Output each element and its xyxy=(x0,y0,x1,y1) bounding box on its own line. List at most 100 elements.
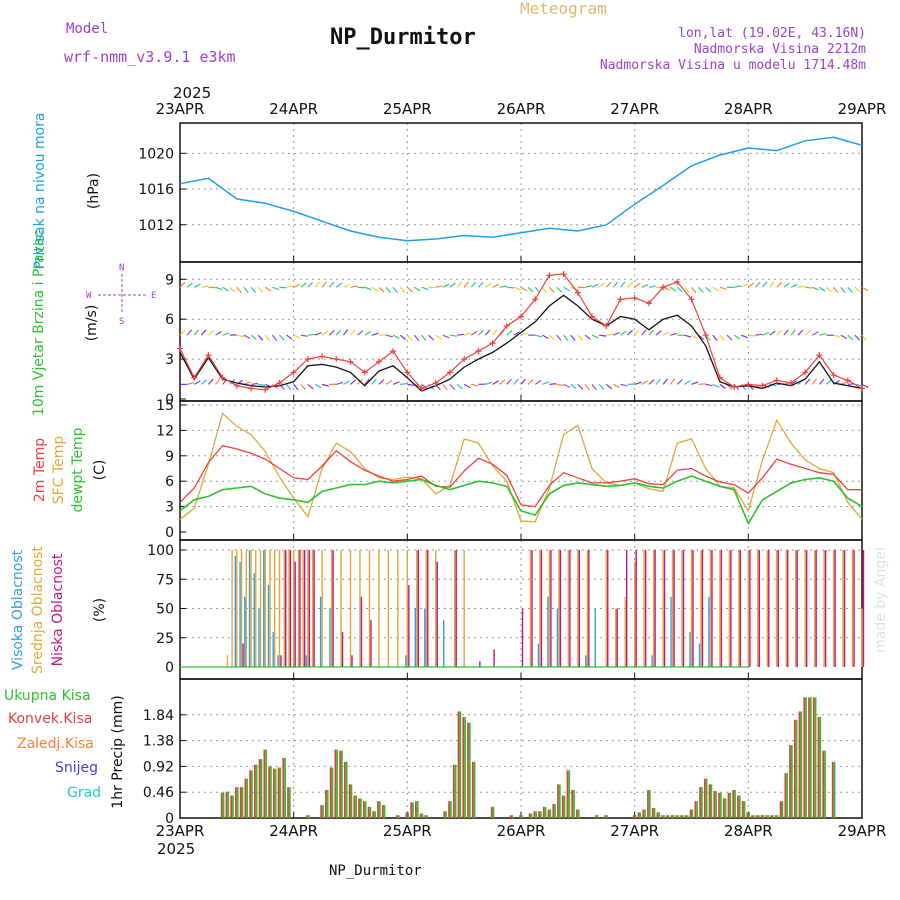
y-tick-label: 3 xyxy=(165,352,174,368)
precip-bar-conv xyxy=(405,812,408,818)
precip-bar-total xyxy=(539,811,542,818)
wind-gust-marker xyxy=(248,385,255,392)
wind-arrow xyxy=(449,282,456,288)
y-tick-label: 1020 xyxy=(138,146,174,162)
wind-arrow xyxy=(463,281,470,288)
wind-arrow xyxy=(499,379,506,385)
precip-bar-total xyxy=(279,767,282,818)
precip-bar-conv xyxy=(670,815,673,818)
precip-bar-conv xyxy=(410,802,413,818)
precip-bar-conv xyxy=(230,795,233,818)
wind-arrow xyxy=(563,286,570,292)
precip-bar-conv xyxy=(666,815,668,818)
wind-gust-marker xyxy=(589,313,596,320)
wind-arrow xyxy=(556,286,563,293)
precip-bar-conv xyxy=(647,789,649,818)
precip-bar-total xyxy=(700,787,703,818)
temp2m-label: 2m Temp xyxy=(32,438,48,502)
wind-arrow xyxy=(471,383,479,387)
precip-bar-total xyxy=(710,784,713,818)
wind-arrow xyxy=(591,383,597,391)
wind-arrow xyxy=(805,286,813,289)
precip-bar-conv xyxy=(595,815,597,818)
precip-bar-conv xyxy=(812,697,815,818)
precip-bar-total xyxy=(663,815,665,818)
wind-gust-marker xyxy=(830,372,837,379)
wind-arrow xyxy=(314,281,320,288)
wind-arrow xyxy=(613,383,620,389)
wind-arrow xyxy=(691,286,697,294)
wind-gust-marker xyxy=(688,296,695,303)
wind-arrow xyxy=(364,331,372,336)
wind-arrow xyxy=(691,381,699,385)
wind-gust-marker xyxy=(802,369,809,376)
wind-arrow xyxy=(477,281,484,288)
wind-arrow xyxy=(350,285,358,288)
wind-arrow xyxy=(399,334,407,341)
precip-bar-conv xyxy=(576,809,578,818)
wind-arrow xyxy=(676,379,683,385)
precip-bar-conv xyxy=(538,811,540,818)
precip-bar-conv xyxy=(722,798,725,818)
wind-arrow xyxy=(712,334,718,342)
precip-bar-conv xyxy=(718,792,720,818)
wind-arrow xyxy=(506,378,512,385)
wind-arrow xyxy=(670,332,678,336)
precip-bar-conv xyxy=(557,784,559,818)
model-altitude-text: Nadmorska Visina u modelu 1714.48m xyxy=(600,58,866,73)
precip-bar-total xyxy=(800,711,803,818)
precip-bar-total xyxy=(748,812,751,818)
wind-arrow xyxy=(669,378,676,385)
precip-bar-conv xyxy=(760,815,763,818)
precip-bar-total xyxy=(459,711,462,818)
wind-arrow xyxy=(250,382,259,385)
wind-arrow xyxy=(811,331,819,336)
wind-arrow xyxy=(485,329,491,336)
wind-arrow xyxy=(179,281,186,288)
precip-bar-conv xyxy=(547,809,550,818)
precip-bar-total xyxy=(767,815,770,818)
lonlat-text: lon,lat (19.02E, 43.16N) xyxy=(678,26,866,41)
wind-arrow xyxy=(236,286,242,293)
wind-arrow xyxy=(826,379,833,385)
wind-arrow xyxy=(385,334,393,338)
precip-bar-total xyxy=(468,722,471,818)
wind-gust-marker xyxy=(290,369,297,376)
precip-bar-conv xyxy=(471,761,474,818)
wind-arrow xyxy=(279,286,287,289)
wind-arrow xyxy=(477,329,484,336)
y-tick-label: 12 xyxy=(156,423,174,439)
precip-bar-total xyxy=(544,806,547,818)
precip-bar-conv xyxy=(642,809,645,818)
wind-arrow xyxy=(684,380,691,385)
top-date-label: 28APR xyxy=(724,100,773,118)
wind-gust-marker xyxy=(859,385,865,392)
wind-gust-marker xyxy=(574,289,581,296)
precip-bar-total xyxy=(682,815,684,818)
temp-unit: (C) xyxy=(92,460,108,481)
bottom-date-label: 29APR xyxy=(838,822,887,840)
wind-arrow xyxy=(335,282,343,288)
precip-bar-conv xyxy=(263,749,266,818)
wind-gust-marker xyxy=(674,278,681,285)
wind-arrow xyxy=(719,334,725,341)
precip-bar-total xyxy=(449,801,452,818)
precip-bar-conv xyxy=(737,795,739,818)
wind-arrow xyxy=(641,380,649,385)
precip-bar-conv xyxy=(542,806,545,818)
precip-bar-conv xyxy=(306,815,308,818)
wind-arrow xyxy=(201,285,209,288)
precip-bar-conv xyxy=(789,745,791,818)
wind-arrow xyxy=(257,286,264,293)
wind-gust-marker xyxy=(716,374,723,381)
wind-arrow xyxy=(200,329,207,336)
precip-bar-total xyxy=(336,749,339,818)
wind-gust-marker xyxy=(361,369,368,376)
wind-arrow xyxy=(769,330,776,336)
precip-bar-conv xyxy=(467,722,469,818)
precip-bar-conv xyxy=(419,813,422,818)
y-tick-label: 3 xyxy=(165,500,174,516)
y-tick-label: 15 xyxy=(156,398,174,414)
wind-arrow xyxy=(364,286,372,291)
wind-arrow xyxy=(854,334,860,341)
